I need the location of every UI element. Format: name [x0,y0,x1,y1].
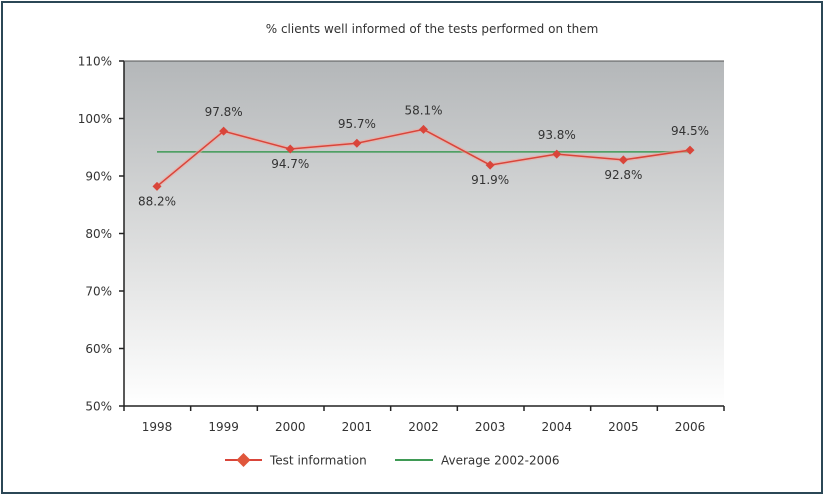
data-label: 58.1% [404,103,442,117]
x-tick-label: 2002 [408,420,439,434]
x-tick-label: 2004 [541,420,572,434]
chart-title: % clients well informed of the tests per… [266,22,599,36]
plot-area [124,61,724,406]
data-point-diamond [419,124,428,134]
data-label: 94.5% [671,124,709,138]
x-tick-label: 1999 [208,420,239,434]
legend-diamond-icon [236,453,251,467]
data-label: 93.8% [538,128,576,142]
data-point-diamond [552,149,562,159]
x-tick-label: 2005 [608,420,639,434]
x-tick-label: 1998 [142,420,173,434]
legend-average-label: Average 2002-2006 [441,454,560,468]
data-point-diamond [485,160,495,170]
y-tick-label: 90% [85,170,112,184]
legend-test-information-label: Test information [269,454,367,468]
data-point-diamond [352,138,362,148]
series-layer: 88.2% 97.8% 94.7% 95.7% 58.1% 91.9% 93.8% 92.8%… [138,103,709,208]
y-tick-label: 70% [85,285,112,299]
data-label: 88.2% [138,194,176,208]
x-tick-label: 2003 [475,420,506,434]
data-label: 94.7% [271,157,309,171]
y-tick-label: 60% [85,342,112,356]
y-axis: 50% 60% 70% 80% 90% 100% 110% [78,55,724,414]
data-label: 92.8% [604,168,642,182]
data-point-diamond [685,145,695,155]
y-tick-label: 100% [78,112,112,126]
data-label: 91.9% [471,173,509,187]
x-tick-label: 2006 [675,420,706,434]
data-point-diamond [285,144,295,154]
data-label: 95.7% [338,117,376,131]
x-axis: 1998 1999 2000 2001 2002 2003 2004 2005 2006 [123,405,725,434]
data-point-diamond [618,155,628,165]
data-label: 97.8% [205,105,243,119]
x-tick-label: 2001 [342,420,373,434]
x-tick-label: 2000 [275,420,306,434]
y-tick-label: 80% [85,227,112,241]
y-tick-label: 50% [85,400,112,414]
data-point-diamond [219,126,229,136]
data-point-diamond [152,181,162,191]
y-tick-label: 110% [78,55,112,69]
legend: Test information Average 2002-2006 [225,453,560,468]
